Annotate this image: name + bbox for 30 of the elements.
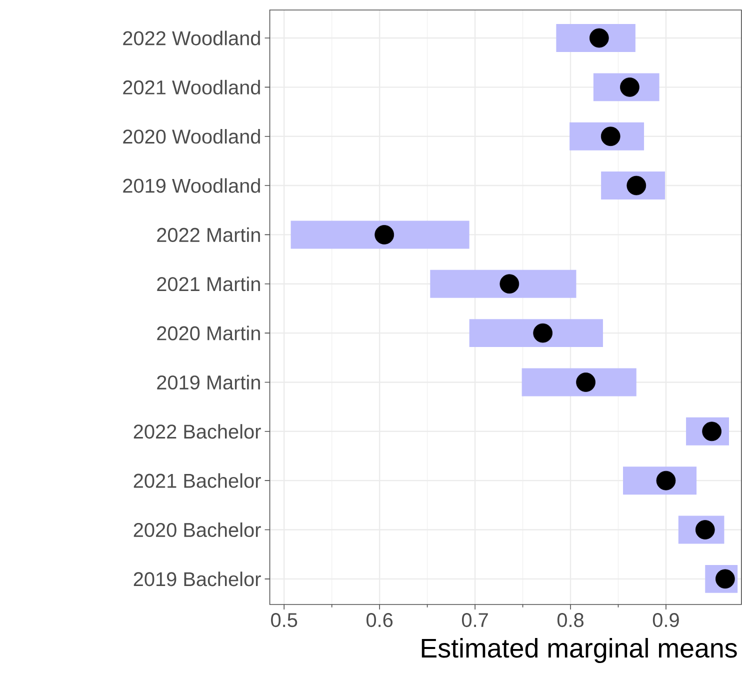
x-tick-label: 0.9 xyxy=(652,612,679,627)
y-tick-label: 2020 Woodland xyxy=(123,128,260,144)
y-tick-label: 2019 Martin xyxy=(157,374,260,390)
x-tick-label: 0.8 xyxy=(557,612,584,627)
y-tick-label: 2022 Woodland xyxy=(123,30,260,46)
point xyxy=(620,77,640,97)
y-tick-label: 2022 Bachelor xyxy=(134,424,261,439)
point xyxy=(589,28,609,48)
x-tick-label: 0.7 xyxy=(462,612,488,627)
x-axis-title: Estimated marginal means xyxy=(422,638,737,663)
point xyxy=(500,274,520,294)
y-tick-label: 2019 Woodland xyxy=(123,178,260,193)
point xyxy=(600,126,620,146)
x-tick-label: 0.5 xyxy=(271,612,298,627)
y-tick-label: 2019 Bachelor xyxy=(134,571,261,586)
point xyxy=(702,422,722,441)
y-tick-label: 2021 Woodland xyxy=(123,80,260,94)
point xyxy=(626,176,646,196)
x-tick-label: 0.6 xyxy=(366,612,393,627)
point xyxy=(656,470,676,490)
y-tick-label: 2021 Bachelor xyxy=(134,473,261,488)
point xyxy=(576,372,596,392)
point xyxy=(695,520,715,540)
point xyxy=(374,224,394,244)
point xyxy=(533,323,553,343)
point xyxy=(715,569,735,588)
y-tick-label: 2021 Martin xyxy=(157,276,260,291)
y-tick-label: 2022 Martin xyxy=(157,227,260,242)
y-tick-label: 2020 Bachelor xyxy=(134,522,261,537)
y-tick-label: 2020 Martin xyxy=(157,326,260,340)
